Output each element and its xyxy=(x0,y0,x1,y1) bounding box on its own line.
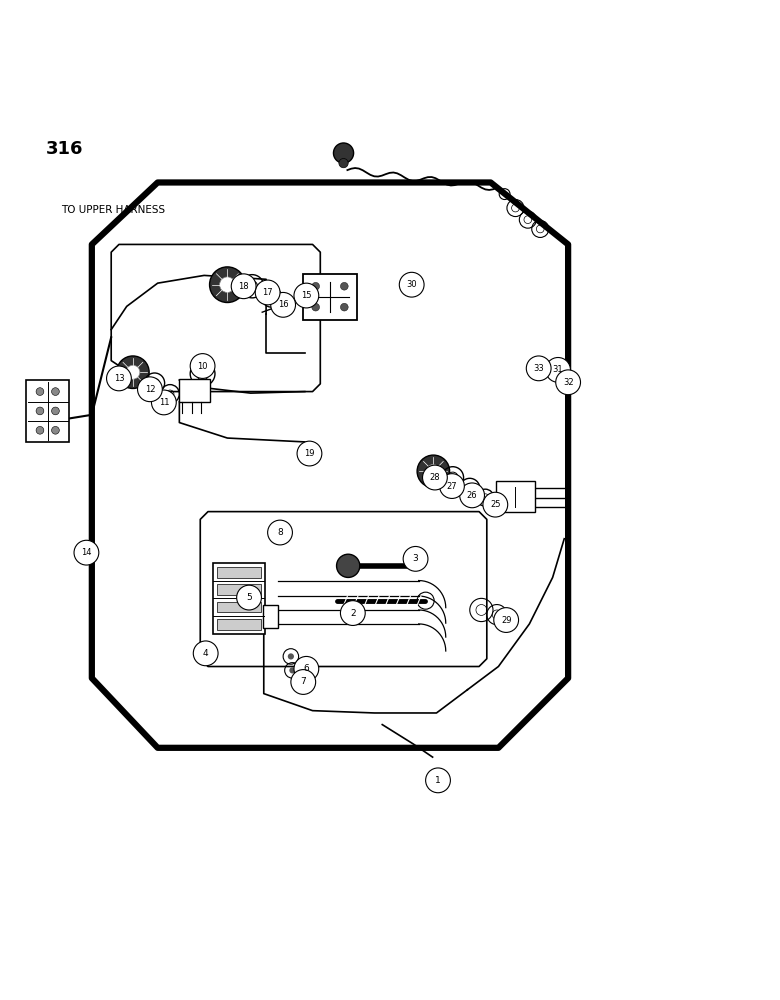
Text: 6: 6 xyxy=(303,664,309,673)
Circle shape xyxy=(340,303,348,311)
FancyBboxPatch shape xyxy=(217,567,261,578)
Text: 31: 31 xyxy=(553,365,563,374)
Circle shape xyxy=(74,540,99,565)
Circle shape xyxy=(312,282,320,290)
Text: 26: 26 xyxy=(466,491,477,500)
Circle shape xyxy=(340,282,348,290)
Circle shape xyxy=(339,158,348,168)
Text: 7: 7 xyxy=(300,677,306,686)
Circle shape xyxy=(126,365,140,379)
Text: 17: 17 xyxy=(262,288,273,297)
Circle shape xyxy=(423,465,447,490)
Circle shape xyxy=(151,390,176,415)
Circle shape xyxy=(546,358,570,382)
Text: 1: 1 xyxy=(435,776,441,785)
Circle shape xyxy=(297,441,322,466)
Circle shape xyxy=(231,274,256,299)
Circle shape xyxy=(494,608,519,632)
Circle shape xyxy=(193,641,218,666)
Circle shape xyxy=(399,272,424,297)
Circle shape xyxy=(51,426,59,434)
FancyBboxPatch shape xyxy=(217,602,261,612)
Circle shape xyxy=(51,388,59,395)
Circle shape xyxy=(255,280,280,305)
FancyBboxPatch shape xyxy=(213,563,264,634)
Circle shape xyxy=(51,407,59,415)
Text: 16: 16 xyxy=(278,300,289,309)
Text: 33: 33 xyxy=(534,364,544,373)
Text: 8: 8 xyxy=(277,528,283,537)
Circle shape xyxy=(483,492,508,517)
Text: 10: 10 xyxy=(197,362,207,371)
Circle shape xyxy=(312,303,320,311)
Circle shape xyxy=(36,407,44,415)
Circle shape xyxy=(107,366,131,391)
Text: 18: 18 xyxy=(239,282,249,291)
Text: 27: 27 xyxy=(447,482,457,491)
Text: TO UPPER HARNESS: TO UPPER HARNESS xyxy=(61,205,165,215)
Text: 5: 5 xyxy=(246,593,252,602)
Circle shape xyxy=(334,143,353,163)
Circle shape xyxy=(426,768,450,793)
FancyBboxPatch shape xyxy=(179,379,210,402)
Text: 316: 316 xyxy=(45,140,83,158)
Text: 11: 11 xyxy=(158,398,169,407)
Circle shape xyxy=(210,267,245,303)
Circle shape xyxy=(36,426,44,434)
Circle shape xyxy=(526,356,551,381)
Text: 4: 4 xyxy=(203,649,208,658)
FancyBboxPatch shape xyxy=(26,380,69,442)
Text: 32: 32 xyxy=(563,378,573,387)
Circle shape xyxy=(268,520,292,545)
Text: 12: 12 xyxy=(144,385,155,394)
Circle shape xyxy=(271,292,296,317)
Circle shape xyxy=(417,455,449,488)
Text: 3: 3 xyxy=(413,554,418,563)
Circle shape xyxy=(236,585,261,610)
Circle shape xyxy=(336,554,360,577)
FancyBboxPatch shape xyxy=(303,274,356,320)
Circle shape xyxy=(190,354,215,378)
Circle shape xyxy=(427,464,441,478)
Circle shape xyxy=(555,370,580,395)
Circle shape xyxy=(459,483,484,508)
FancyBboxPatch shape xyxy=(217,619,261,630)
Text: 28: 28 xyxy=(430,473,440,482)
Circle shape xyxy=(291,670,316,694)
Text: 14: 14 xyxy=(81,548,92,557)
Circle shape xyxy=(137,377,162,402)
Circle shape xyxy=(289,667,296,673)
Text: 19: 19 xyxy=(304,449,314,458)
Text: 25: 25 xyxy=(490,500,501,509)
Text: 29: 29 xyxy=(501,616,512,625)
Text: 15: 15 xyxy=(301,291,311,300)
Text: 2: 2 xyxy=(350,609,356,618)
Circle shape xyxy=(440,474,464,498)
FancyBboxPatch shape xyxy=(217,584,261,595)
Text: 13: 13 xyxy=(114,374,124,383)
Circle shape xyxy=(36,388,44,395)
Circle shape xyxy=(117,356,149,388)
Circle shape xyxy=(220,277,235,292)
Text: 30: 30 xyxy=(406,280,417,289)
Circle shape xyxy=(340,601,365,625)
FancyBboxPatch shape xyxy=(496,481,535,512)
FancyBboxPatch shape xyxy=(263,605,278,628)
Circle shape xyxy=(294,283,319,308)
Circle shape xyxy=(403,546,428,571)
Circle shape xyxy=(294,656,319,681)
Circle shape xyxy=(288,653,294,660)
